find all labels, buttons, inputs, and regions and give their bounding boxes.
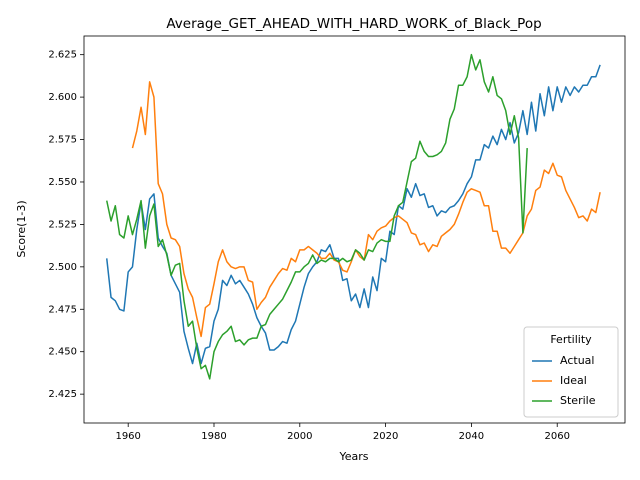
y-tick-label: 2.575 [48,135,77,146]
legend-box [523,326,619,418]
x-tick-label: 2040 [459,431,484,442]
x-tick-label: 2020 [373,431,398,442]
y-tick-label: 2.600 [48,92,77,103]
legend-label: Actual [560,354,594,367]
y-tick-label: 2.450 [48,347,77,358]
plot-frame [83,35,626,424]
chart-title: Average_GET_AHEAD_WITH_HARD_WORK_of_Blac… [166,16,541,32]
x-tick-label: 1960 [115,431,140,442]
y-tick-label: 2.475 [48,304,77,315]
x-axis-label: Years [338,450,368,463]
series-line [106,53,528,380]
legend-label: Sterile [560,394,596,407]
x-tick-label: 2060 [544,431,569,442]
y-tick-label: 2.425 [48,389,77,400]
y-tick-label: 2.550 [48,177,77,188]
series-line [131,81,601,338]
legend: Fertility Actual Ideal Sterile [523,326,619,418]
legend-title: Fertility [550,333,592,346]
x-tick-label: 1980 [201,431,226,442]
legend-label: Ideal [560,374,587,387]
x-tick-label: 2000 [287,431,312,442]
y-tick-label: 2.525 [48,219,77,230]
y-tick-label: 2.500 [48,262,77,273]
y-tick-label: 2.625 [48,50,77,61]
y-axis-label: Score(1-3) [15,200,28,257]
